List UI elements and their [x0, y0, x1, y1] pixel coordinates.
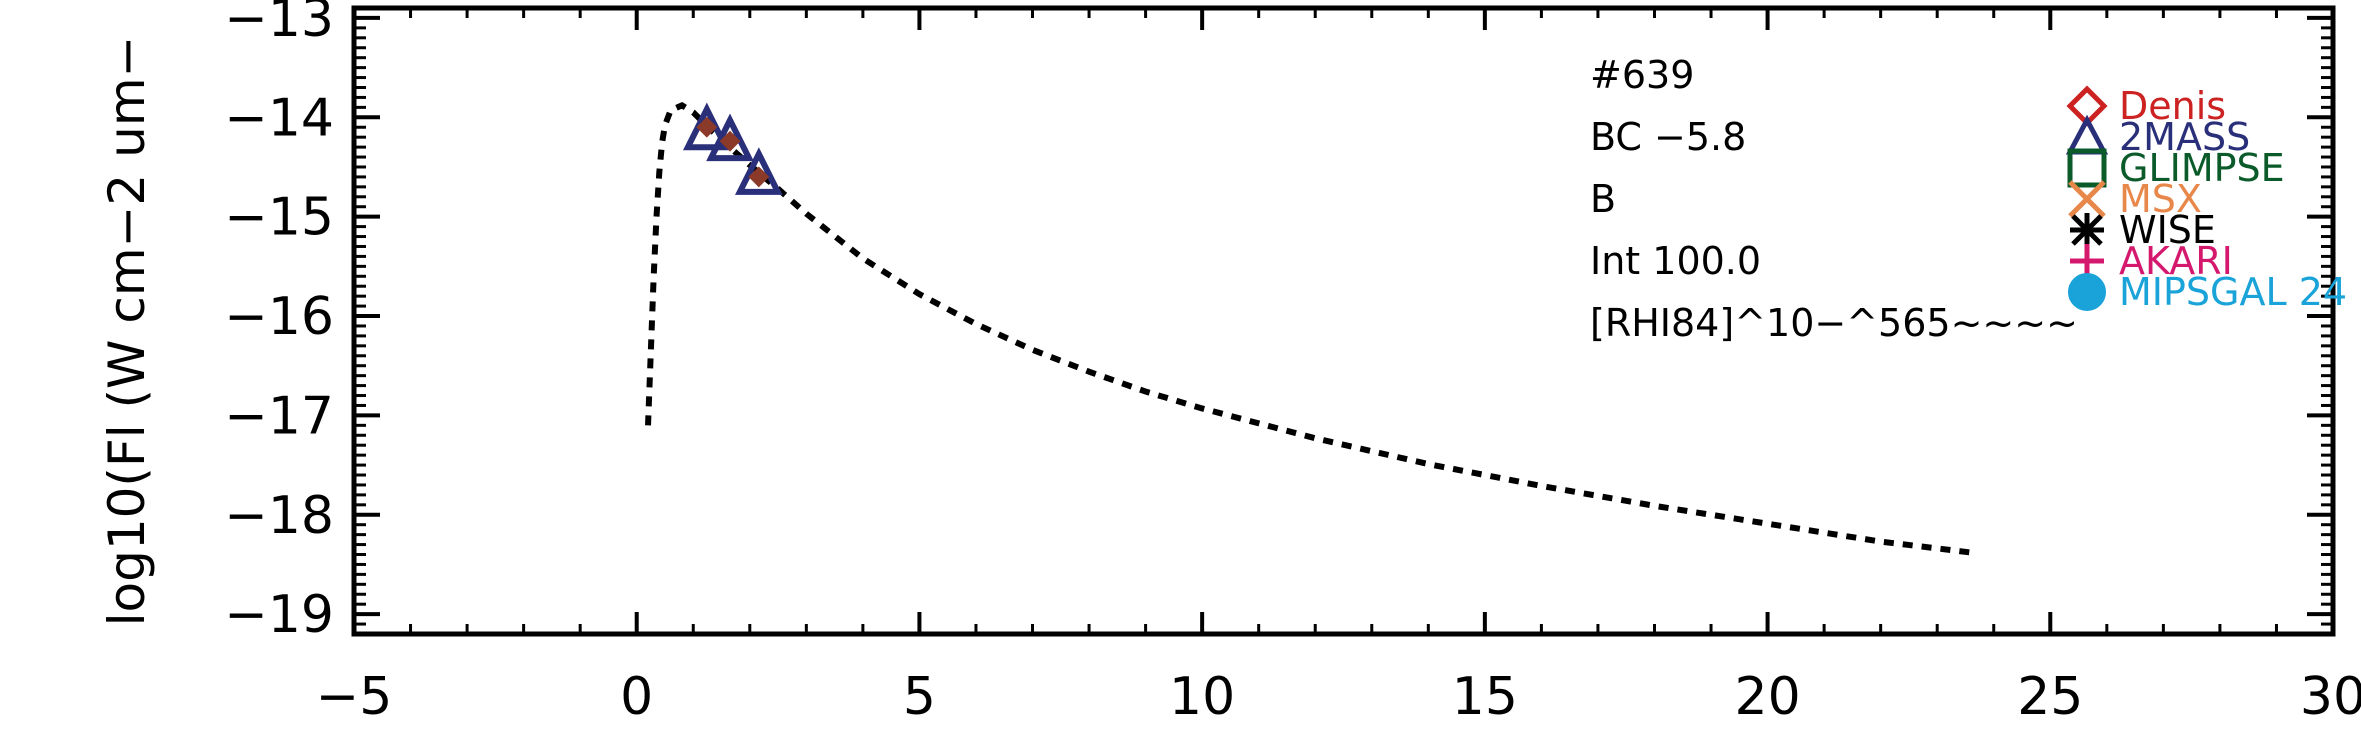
- legend-entry: GLIMPSE: [2067, 146, 2285, 190]
- model-curve: [645, 101, 1972, 556]
- series-layer: [645, 101, 1972, 556]
- y-tick-label: −16: [224, 287, 334, 347]
- y-tick-label: −15: [224, 188, 334, 248]
- legend-entry: Denis: [2066, 84, 2226, 128]
- annotation-line: BC −5.8: [1590, 115, 1746, 159]
- x-tick-label: 5: [903, 667, 936, 727]
- y-tick-label: −17: [224, 386, 334, 446]
- data-point-denis: [748, 166, 770, 188]
- legend-entry: 2MASS: [2065, 114, 2250, 159]
- circle-icon: [2068, 273, 2106, 311]
- data-point-denis: [696, 116, 718, 138]
- legend-label: WISE: [2119, 208, 2216, 252]
- y-tick-label: −14: [224, 88, 334, 148]
- y-axis-label: log10(Fl (W cm−2 um−: [98, 36, 156, 627]
- legend-label: AKARI: [2119, 239, 2233, 283]
- legend-entry: WISE: [2070, 208, 2216, 252]
- asterisk-icon: [2071, 214, 2103, 246]
- legend-entry: MIPSGAL 24: [2068, 270, 2347, 314]
- annotation-line: Int 100.0: [1590, 239, 1761, 283]
- legend-entry: AKARI: [2070, 239, 2233, 283]
- x-tick-label: 20: [1734, 667, 1800, 727]
- x-tick-label: 0: [620, 667, 653, 727]
- y-tick-label: −18: [224, 486, 334, 546]
- data-point-2mass: [734, 147, 783, 195]
- data-point-2mass: [682, 102, 731, 151]
- x-tick-label: 10: [1169, 667, 1235, 727]
- x-icon: [2068, 180, 2106, 218]
- legend-label: MSX: [2119, 177, 2202, 221]
- data-point-denis: [719, 130, 741, 152]
- x-tick-label: 30: [2300, 667, 2361, 727]
- legend-entry: MSX: [2068, 177, 2202, 221]
- annotation-line: B: [1590, 177, 1616, 221]
- x-tick-label: 25: [2017, 667, 2083, 727]
- annotation-line: [RHI84]^10−^565~~~~: [1590, 301, 2078, 345]
- legend-label: MIPSGAL 24: [2119, 270, 2347, 314]
- x-tick-label: 15: [1452, 667, 1518, 727]
- data-point-2mass: [706, 113, 754, 162]
- annotation-line: #639: [1590, 53, 1694, 97]
- annotation-block: #639 BC −5.8 B Int 100.0 [RHI84]^10−^565~~~~: [1590, 53, 2078, 345]
- legend-label: Denis: [2119, 84, 2226, 128]
- axes: −5 0 5 10 15 20 25 30 −19 −18 −17 −16 −15 −14 −13: [224, 0, 2361, 727]
- legend-label: 2MASS: [2119, 115, 2250, 159]
- legend-label: GLIMPSE: [2119, 146, 2285, 190]
- y-tick-label: −19: [224, 585, 334, 645]
- plot-frame: [351, 5, 2336, 637]
- square-icon: [2067, 148, 2107, 188]
- x-tick-label: −5: [316, 667, 393, 727]
- y-tick-label: −13: [224, 0, 334, 49]
